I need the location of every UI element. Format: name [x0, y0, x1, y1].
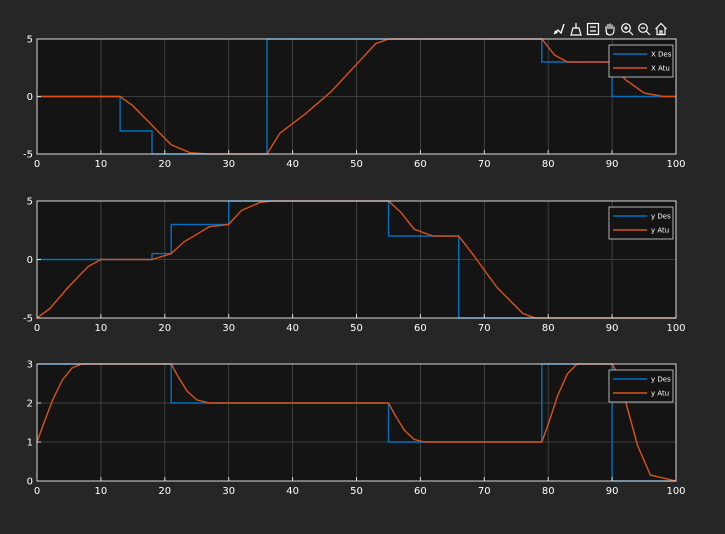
legend-box [608, 206, 674, 240]
x-tick-label: 50 [350, 323, 363, 334]
series-line-atu [36, 200, 676, 319]
y-tick-label: 5 [27, 197, 33, 208]
series-line-des [37, 200, 676, 319]
y-tick-label: 0 [27, 255, 33, 266]
legend[interactable]: y Des y Atu [608, 206, 674, 240]
x-tick-label: 10 [95, 486, 108, 497]
legend[interactable]: X Des X Atu [608, 44, 674, 78]
x-tick-label: 20 [158, 323, 171, 334]
x-tick-label: 80 [542, 159, 555, 170]
x-tick-label: 40 [286, 486, 299, 497]
y-tick-label: 5 [27, 35, 33, 46]
x-tick-label: 50 [350, 159, 363, 170]
legend-entry: y Atu [651, 227, 669, 235]
x-tick-label: 80 [542, 323, 555, 334]
x-tick-label: 70 [478, 486, 491, 497]
x-tick-label: 30 [222, 159, 235, 170]
x-tick-label: 50 [350, 486, 363, 497]
x-tick-label: 40 [286, 323, 299, 334]
x-tick-label: 60 [414, 159, 427, 170]
x-tick-label: 90 [606, 323, 619, 334]
x-tick-label: 20 [158, 159, 171, 170]
x-tick-label: 70 [478, 159, 491, 170]
x-tick-label: 70 [478, 323, 491, 334]
legend-toggle-icon[interactable] [585, 21, 600, 37]
axes-toolbar [551, 20, 668, 38]
legend[interactable]: y Des y Atu [608, 369, 674, 403]
data-tip-icon[interactable] [568, 21, 583, 37]
x-tick-label: 100 [666, 159, 685, 170]
y-tick-label: -5 [23, 314, 33, 325]
x-tick-label: 0 [34, 323, 40, 334]
x-tick-label: 90 [606, 159, 619, 170]
x-tick-label: 10 [95, 159, 108, 170]
legend-box [608, 369, 674, 403]
y-tick-label: 0 [27, 477, 33, 488]
x-tick-label: 10 [95, 323, 108, 334]
x-tick-label: 90 [606, 486, 619, 497]
x-tick-label: 80 [542, 486, 555, 497]
y-tick-label: 3 [27, 360, 33, 371]
x-tick-label: 0 [34, 486, 40, 497]
x-tick-label: 60 [414, 486, 427, 497]
zoom-out-icon[interactable] [636, 21, 651, 37]
y-tick-label: 0 [27, 92, 33, 103]
legend-entry: y Des [651, 376, 671, 384]
y-tick-label: -5 [23, 150, 33, 161]
y-tick-label: 1 [27, 438, 33, 449]
x-tick-label: 30 [222, 486, 235, 497]
legend-entry: y Des [651, 213, 671, 221]
axes-3[interactable]: 0 10 20 30 40 50 60 70 80 90 100 0 1 2 3 y Des y Atu [27, 360, 686, 498]
x-tick-label: 60 [414, 323, 427, 334]
legend-entry: y Atu [651, 390, 669, 398]
brush-icon[interactable] [551, 21, 566, 37]
legend-box [608, 44, 674, 78]
x-tick-label: 100 [666, 486, 685, 497]
x-tick-label: 20 [158, 486, 171, 497]
home-icon[interactable] [653, 21, 668, 37]
x-tick-label: 40 [286, 159, 299, 170]
y-tick-label: 2 [27, 399, 33, 410]
legend-entry: X Atu [651, 65, 670, 73]
zoom-in-icon[interactable] [619, 21, 634, 37]
x-tick-label: 100 [666, 323, 685, 334]
x-tick-label: 0 [34, 159, 40, 170]
legend-entry: X Des [651, 51, 672, 59]
x-tick-label: 30 [222, 323, 235, 334]
pan-icon[interactable] [602, 21, 617, 37]
